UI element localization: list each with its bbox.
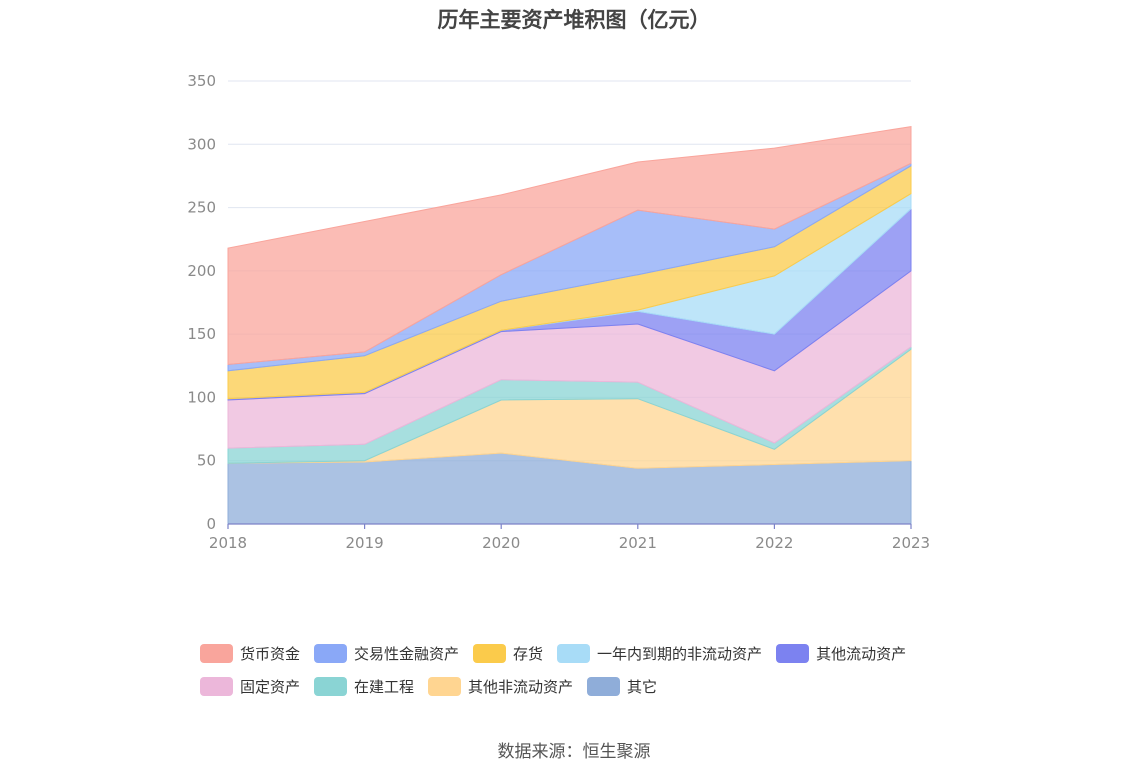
legend-item-inventory[interactable]: 存货 (473, 643, 543, 664)
y-tick-label: 300 (187, 135, 216, 153)
chart-legend: 货币资金 交易性金融资产 存货 一年内到期的非流动资产 其他流动资产 固定资产 … (200, 637, 980, 703)
y-tick-label: 200 (187, 262, 216, 280)
y-tick-label: 100 (187, 388, 216, 406)
legend-swatch (314, 644, 348, 663)
y-tick-label: 150 (187, 325, 216, 343)
legend-swatch (314, 677, 348, 696)
y-tick-label: 50 (197, 452, 216, 470)
y-tick-label: 250 (187, 199, 216, 217)
legend-item-fixed-assets[interactable]: 固定资产 (200, 676, 300, 697)
legend-row-2: 固定资产 在建工程 其他非流动资产 其它 (200, 670, 980, 703)
data-source-note: 数据来源：恒生聚源 (497, 742, 651, 762)
legend-item-cash[interactable]: 货币资金 (200, 643, 300, 664)
x-tick-label: 2021 (619, 534, 657, 552)
legend-swatch (473, 644, 507, 663)
x-tick-label: 2019 (346, 534, 384, 552)
x-tick-label: 2020 (482, 534, 520, 552)
legend-swatch (587, 677, 621, 696)
legend-swatch (200, 677, 233, 696)
legend-swatch (776, 644, 810, 663)
legend-item-construction-in-progress[interactable]: 在建工程 (314, 676, 414, 697)
stacked-area-chart: 0 50 100 150 200 250 300 350 2018 2019 2020 2021 202… (187, 72, 930, 552)
legend-swatch (200, 644, 233, 663)
legend-item-other-noncurrent-assets[interactable]: 其他非流动资产 (428, 676, 573, 697)
legend-label: 交易性金融资产 (354, 645, 460, 663)
legend-row-1: 货币资金 交易性金融资产 存货 一年内到期的非流动资产 其他流动资产 (200, 637, 980, 670)
x-tick-label: 2022 (755, 534, 793, 552)
legend-item-trading-financial-assets[interactable]: 交易性金融资产 (314, 643, 459, 664)
legend-label: 其他非流动资产 (468, 678, 574, 696)
legend-label: 一年内到期的非流动资产 (597, 645, 763, 663)
y-tick-label: 350 (187, 72, 216, 90)
legend-label: 固定资产 (240, 678, 301, 696)
legend-label: 其他流动资产 (816, 645, 907, 663)
legend-item-other[interactable]: 其它 (587, 676, 657, 697)
area-货币资金 (227, 126, 912, 366)
legend-item-other-current-assets[interactable]: 其他流动资产 (776, 643, 906, 664)
legend-item-current-portion-noncurrent[interactable]: 一年内到期的非流动资产 (557, 643, 762, 664)
x-tick-label: 2023 (892, 534, 930, 552)
chart-title: 历年主要资产堆积图（亿元） (437, 8, 711, 32)
legend-swatch (428, 677, 462, 696)
legend-label: 其它 (627, 678, 658, 696)
legend-label: 在建工程 (354, 678, 415, 696)
legend-swatch (557, 644, 591, 663)
legend-label: 存货 (513, 645, 544, 663)
y-tick-label: 0 (206, 515, 216, 533)
legend-label: 货币资金 (240, 645, 301, 663)
x-tick-label: 2018 (209, 534, 247, 552)
